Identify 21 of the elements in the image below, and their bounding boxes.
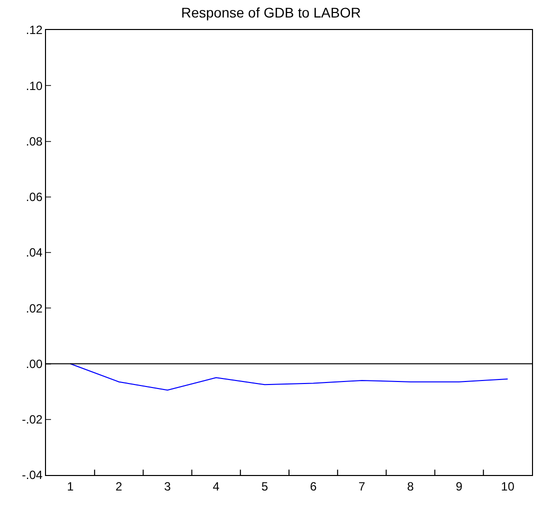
x-tick-label: 5 [261, 479, 268, 494]
y-tick-label: .02 [26, 301, 43, 316]
y-tick-label: -.04 [22, 468, 43, 482]
y-tick-label: .10 [26, 78, 43, 93]
y-tick-label: .08 [26, 134, 43, 148]
x-tick-label: 9 [456, 479, 463, 494]
line-series [70, 363, 508, 391]
y-tick-label: .04 [26, 246, 43, 260]
x-tick-label: 7 [358, 479, 366, 494]
y-tick-label: .00 [26, 356, 43, 371]
x-tick-label: 1 [66, 479, 74, 494]
x-tick-label: 6 [310, 479, 317, 494]
y-tick-label: -.02 [22, 412, 43, 427]
y-tick-label: .12 [26, 23, 43, 38]
x-tick-label: 2 [116, 479, 123, 494]
chart-title: Response of GDB to LABOR [181, 4, 361, 20]
y-tick-label: .06 [26, 190, 43, 204]
x-tick-label: 3 [164, 479, 172, 494]
x-tick-label: 4 [212, 479, 220, 494]
x-tick-label: 8 [407, 479, 414, 494]
x-tick-label: 10 [501, 479, 515, 494]
